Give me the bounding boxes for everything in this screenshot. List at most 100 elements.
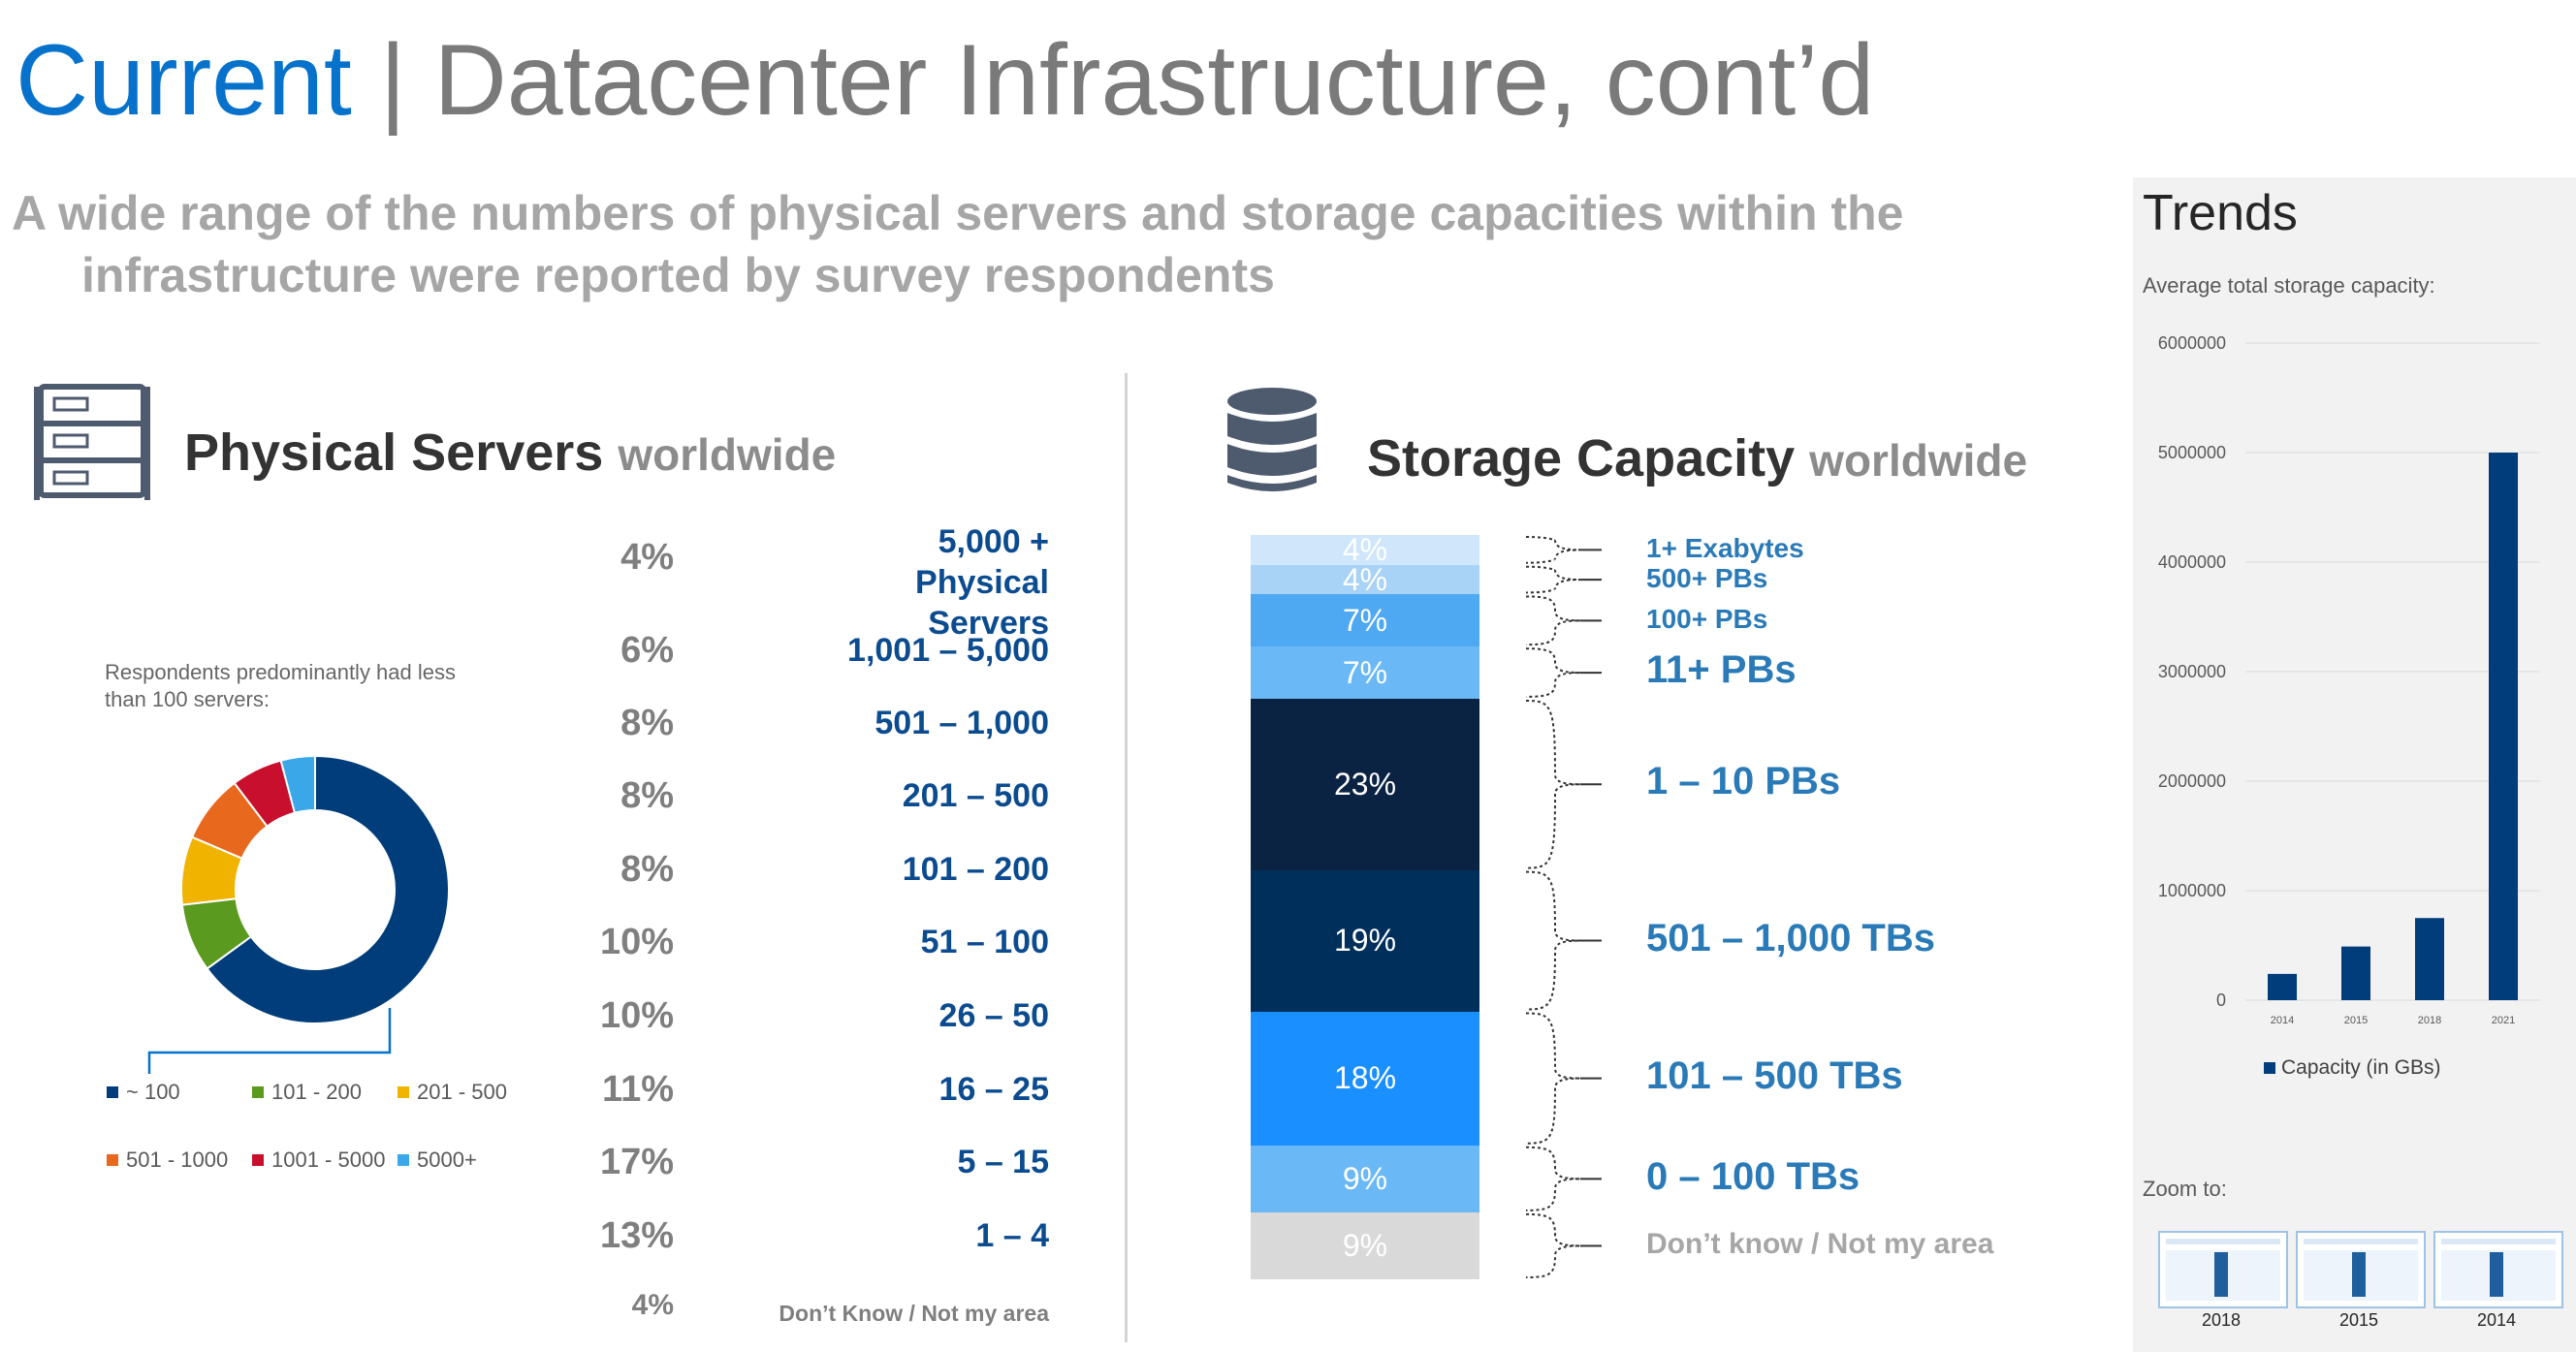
storage-segment: 9%: [1251, 1211, 1479, 1279]
storage-segment: 23%: [1251, 698, 1479, 870]
servers-note: Respondents predominantly had less than …: [105, 660, 457, 711]
trend-bar: [2268, 973, 2297, 1000]
legend-swatch: [398, 1086, 409, 1098]
donut-legend-item: 201 - 500: [398, 1080, 507, 1105]
server-pct: 10%: [599, 995, 674, 1036]
storage-label: 1+ Exabytes: [1646, 533, 1804, 563]
storage-brace: [1525, 647, 1581, 698]
trend-bar: [2415, 918, 2444, 1000]
trend-ytick: 6000000: [2158, 333, 2226, 353]
storage-brace: [1525, 1212, 1581, 1278]
storage-segment: 4%: [1251, 562, 1479, 597]
trend-xtick: 2021: [2492, 1015, 2515, 1026]
server-range: 26 – 50: [938, 997, 1049, 1034]
thumbnail-preview: [2304, 1239, 2418, 1301]
legend-label: 101 - 200: [271, 1080, 362, 1104]
storage-label: 501 – 1,000 TBs: [1646, 916, 1935, 959]
server-range: Don’t Know / Not my area: [779, 1301, 1049, 1326]
server-pct: 17%: [599, 1142, 674, 1182]
server-pct: 8%: [620, 849, 674, 890]
storage-segment: 7%: [1251, 646, 1479, 699]
server-range: 5 – 15: [957, 1144, 1049, 1180]
trend-bar: [2489, 453, 2518, 1000]
storage-label: 100+ PBs: [1646, 603, 1768, 634]
trends-subtitle: Average total storage capacity:: [2143, 273, 2435, 298]
page-subtitle: A wide range of the numbers of physical …: [12, 186, 1904, 302]
donut-legend-item: ~ 100: [107, 1080, 180, 1105]
donut-callout-line: [147, 1008, 392, 1074]
zoom-label: Zoom to:: [2143, 1177, 2227, 1201]
thumbnail-preview: [2166, 1239, 2280, 1301]
donut-legend-item: 101 - 200: [252, 1080, 362, 1105]
storage-label: 11+ PBs: [1646, 648, 1797, 692]
servers-title: Physical Servers worldwide: [184, 423, 836, 483]
section-divider: [1125, 373, 1128, 1342]
trend-ytick: 5000000: [2158, 443, 2226, 462]
trend-legend-swatch: [2264, 1062, 2275, 1074]
zoom-thumbnail[interactable]: [2433, 1231, 2563, 1308]
server-pct: 8%: [620, 775, 674, 816]
server-range: 16 – 25: [938, 1071, 1049, 1108]
server-pct: 11%: [602, 1069, 674, 1110]
legend-swatch: [107, 1154, 118, 1166]
storage-segment: 4%: [1251, 532, 1479, 567]
servers-title-text: Physical Servers: [184, 424, 604, 482]
trend-legend-label: Capacity (in GBs): [2281, 1056, 2441, 1079]
trend-xtick: 2015: [2344, 1015, 2368, 1026]
storage-braces: [1525, 536, 1602, 1278]
server-pct: 4%: [631, 1289, 674, 1321]
server-range: 51 – 100: [920, 924, 1049, 960]
zoom-thumbnail-label: 2014: [2476, 1310, 2517, 1330]
storage-label: 101 – 500 TBs: [1646, 1053, 1903, 1097]
donut-slice: [206, 754, 450, 1024]
zoom-thumbnail-label: 2015: [2338, 1310, 2379, 1330]
server-range: 1 – 4: [975, 1217, 1049, 1254]
server-range: 101 – 200: [902, 851, 1049, 888]
donut-legend-item: 501 - 1000: [107, 1148, 228, 1173]
server-pct: 13%: [599, 1215, 674, 1256]
storage-segment: 7%: [1251, 594, 1479, 647]
server-pct: 10%: [599, 922, 674, 962]
trend-ytick: 4000000: [2158, 552, 2226, 572]
server-rack-icon: [33, 383, 151, 509]
zoom-thumbnail[interactable]: [2158, 1231, 2288, 1308]
server-pct: 6%: [620, 630, 674, 671]
server-range: 5,000 + Physical Servers: [915, 523, 1049, 642]
donut-legend-item: 5000+: [398, 1148, 477, 1173]
legend-swatch: [107, 1086, 118, 1098]
legend-label: 1001 - 5000: [271, 1148, 386, 1172]
legend-label: 5000+: [417, 1148, 477, 1172]
storage-label: 500+ PBs: [1646, 562, 1768, 593]
title-accent: Current: [16, 24, 352, 137]
database-icon: [1224, 386, 1320, 503]
trend-ytick: 3000000: [2158, 662, 2226, 681]
storage-segment: 19%: [1251, 869, 1479, 1012]
zoom-thumbnail[interactable]: [2296, 1231, 2426, 1308]
legend-swatch: [398, 1154, 409, 1166]
trends-bar-chart: 0 1000000 2000000 3000000 4000000 5000000 6000…: [2158, 333, 2540, 1079]
trend-ytick: 2000000: [2158, 771, 2226, 791]
thumbnail-bar: [2352, 1252, 2366, 1297]
storage-brace: [1525, 595, 1581, 646]
server-range: 201 – 500: [902, 777, 1049, 814]
donut-slice: [279, 754, 316, 814]
storage-segment: 9%: [1251, 1145, 1479, 1212]
trend-xtick: 2018: [2418, 1015, 2441, 1026]
page-title: Current | Datacenter Infrastructure, con…: [16, 17, 1874, 143]
storage-title: Storage Capacity worldwide: [1367, 428, 2027, 488]
server-pct: 4%: [620, 537, 674, 578]
legend-label: ~ 100: [126, 1080, 180, 1104]
storage-label: Don’t know / Not my area: [1646, 1227, 1994, 1260]
storage-segment: 18%: [1251, 1011, 1479, 1146]
server-range: 1,001 – 5,000: [847, 632, 1049, 669]
servers-title-suffix: worldwide: [618, 429, 837, 480]
thumbnail-bar: [2490, 1252, 2503, 1297]
thumbnail-bar: [2214, 1252, 2228, 1297]
storage-brace: [1525, 1146, 1581, 1211]
storage-brace: [1525, 699, 1581, 869]
trend-ytick: 0: [2216, 990, 2226, 1010]
storage-brace: [1525, 1012, 1581, 1145]
storage-brace: [1525, 565, 1581, 594]
legend-label: 201 - 500: [417, 1080, 507, 1104]
legend-swatch: [252, 1154, 264, 1166]
